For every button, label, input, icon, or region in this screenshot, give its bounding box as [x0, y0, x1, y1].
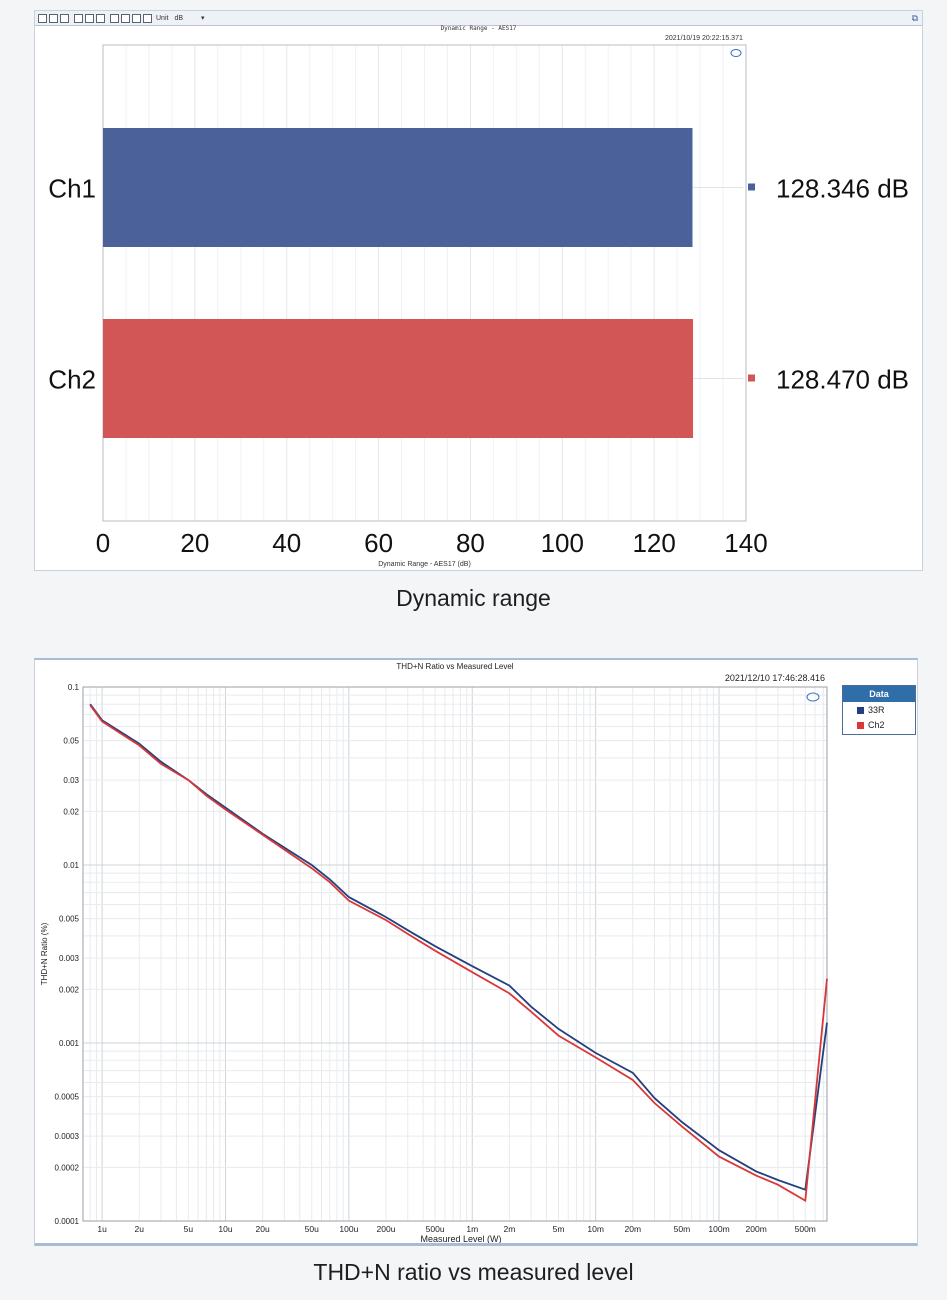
chart-timestamp: 2021/12/10 17:46:28.416	[725, 673, 825, 683]
x-tick-label: 10m	[587, 1224, 604, 1234]
x-tick-label: 40	[272, 528, 301, 558]
x-tick-label: 200m	[746, 1224, 767, 1234]
y-axis-label: THD+N Ratio (%)	[40, 922, 49, 985]
x-tick-label: 0	[96, 528, 110, 558]
chart-toolbar: Unit dB ▾	[35, 11, 922, 26]
bar-ch2	[103, 319, 694, 438]
toolbar-button-icon[interactable]	[143, 13, 152, 23]
x-tick-label: 80	[456, 528, 485, 558]
figure-caption: Dynamic range	[396, 585, 551, 611]
toolbar-button-icon[interactable]	[132, 13, 141, 23]
chart-legend: Data 33R Ch2	[842, 685, 916, 735]
plot-frame	[82, 686, 828, 1222]
series-line-33r	[89, 703, 828, 1191]
legend-label: 33R	[868, 705, 885, 715]
y-tick-label: 0.005	[59, 915, 80, 924]
figure-caption: THD+N ratio vs measured level	[313, 1259, 634, 1285]
x-tick-label: 50u	[305, 1224, 319, 1234]
legend-item-33r[interactable]: 33R	[857, 705, 885, 715]
legend-swatch	[857, 706, 864, 714]
x-tick-label: 5m	[553, 1224, 565, 1234]
legend-marker	[748, 183, 755, 191]
y-tick-label: 0.05	[63, 737, 79, 746]
thdn-line-chart: THD+N Ratio vs Measured Level 2021/12/10 …	[40, 662, 828, 1243]
x-tick-label: 10u	[218, 1224, 232, 1234]
x-tick-label: 140	[724, 528, 767, 558]
toolbar-button-icon[interactable]	[121, 13, 130, 23]
bar-ch1	[103, 128, 693, 247]
x-tick-label: 500m	[795, 1224, 816, 1234]
x-tick-label: 2u	[135, 1224, 145, 1234]
x-axis-label: Dynamic Range - AES17 (dB)	[378, 561, 471, 568]
ap-logo-icon	[730, 49, 742, 57]
y-tick-label: 0.02	[63, 807, 79, 816]
ap-logo-icon	[806, 692, 820, 702]
category-label: Ch2	[48, 365, 96, 395]
x-tick-label: 100	[541, 528, 584, 558]
legend-swatch	[857, 721, 864, 729]
plot-frame	[102, 44, 747, 522]
x-tick-label: 20u	[256, 1224, 270, 1234]
y-tick-label: 0.003	[59, 954, 80, 963]
y-tick-label: 0.1	[68, 683, 80, 692]
y-tick-label: 0.0001	[55, 1217, 80, 1226]
legend-title: Data	[843, 686, 915, 702]
toolbar-button-icon[interactable]	[96, 13, 105, 23]
x-axis-label: Measured Level (W)	[420, 1234, 501, 1243]
legend-item-ch2[interactable]: Ch2	[857, 720, 885, 730]
toolbar-button-icon[interactable]	[74, 13, 83, 23]
x-tick-label: 20m	[625, 1224, 642, 1234]
toolbar-button-icon[interactable]	[110, 13, 119, 23]
dynamic-range-panel: Unit dB ▾ ⧉ Dynamic Range - AES17 2021/1…	[34, 10, 923, 571]
series-line-ch2	[89, 704, 828, 1203]
x-tick-label: 120	[632, 528, 675, 558]
legend-label: Ch2	[868, 720, 885, 730]
x-tick-label: 5u	[184, 1224, 194, 1234]
x-tick-label: 1u	[97, 1224, 107, 1234]
x-tick-label: 60	[364, 528, 393, 558]
toolbar-button-icon[interactable]	[85, 13, 94, 23]
x-tick-label: 1m	[466, 1224, 478, 1234]
dynamic-range-bar-chart: Ch1 128.346 dB Ch2 128.470 dB 0 20 40 60 80 100 12…	[48, 44, 909, 568]
x-tick-label: 2m	[503, 1224, 515, 1234]
chart-title: Dynamic Range - AES17	[440, 25, 517, 32]
y-tick-label: 0.0005	[55, 1093, 80, 1102]
popout-icon[interactable]: ⧉	[911, 13, 918, 23]
toolbar-button-icon[interactable]	[49, 13, 58, 23]
y-tick-label: 0.01	[63, 861, 79, 870]
y-tick-label: 0.002	[59, 985, 80, 994]
toolbar-button-icon[interactable]	[60, 13, 69, 23]
legend-marker	[748, 374, 755, 382]
unit-select[interactable]: dB	[174, 14, 184, 22]
y-tick-label: 0.0003	[55, 1132, 80, 1141]
toolbar-button-icon[interactable]	[38, 13, 47, 23]
value-label: 128.470 dB	[776, 365, 909, 395]
x-tick-label: 500u	[426, 1224, 445, 1234]
unit-label: Unit	[156, 14, 169, 22]
chart-title: THD+N Ratio vs Measured Level	[396, 662, 513, 671]
chart-timestamp: 2021/10/19 20:22:15.371	[665, 35, 743, 42]
x-tick-label: 20	[180, 528, 209, 558]
x-tick-label: 100u	[339, 1224, 358, 1234]
thdn-panel: THD+N Ratio vs Measured Level 2021/12/10 …	[34, 658, 918, 1246]
y-tick-label: 0.0002	[55, 1163, 80, 1172]
category-label: Ch1	[48, 174, 96, 204]
x-tick-label: 50m	[674, 1224, 691, 1234]
chevron-down-icon[interactable]: ▾	[201, 15, 205, 22]
x-tick-label: 100m	[708, 1224, 729, 1234]
x-tick-label: 200u	[377, 1224, 396, 1234]
y-tick-label: 0.001	[59, 1039, 80, 1048]
value-label: 128.346 dB	[776, 174, 909, 204]
y-tick-label: 0.03	[63, 776, 79, 785]
